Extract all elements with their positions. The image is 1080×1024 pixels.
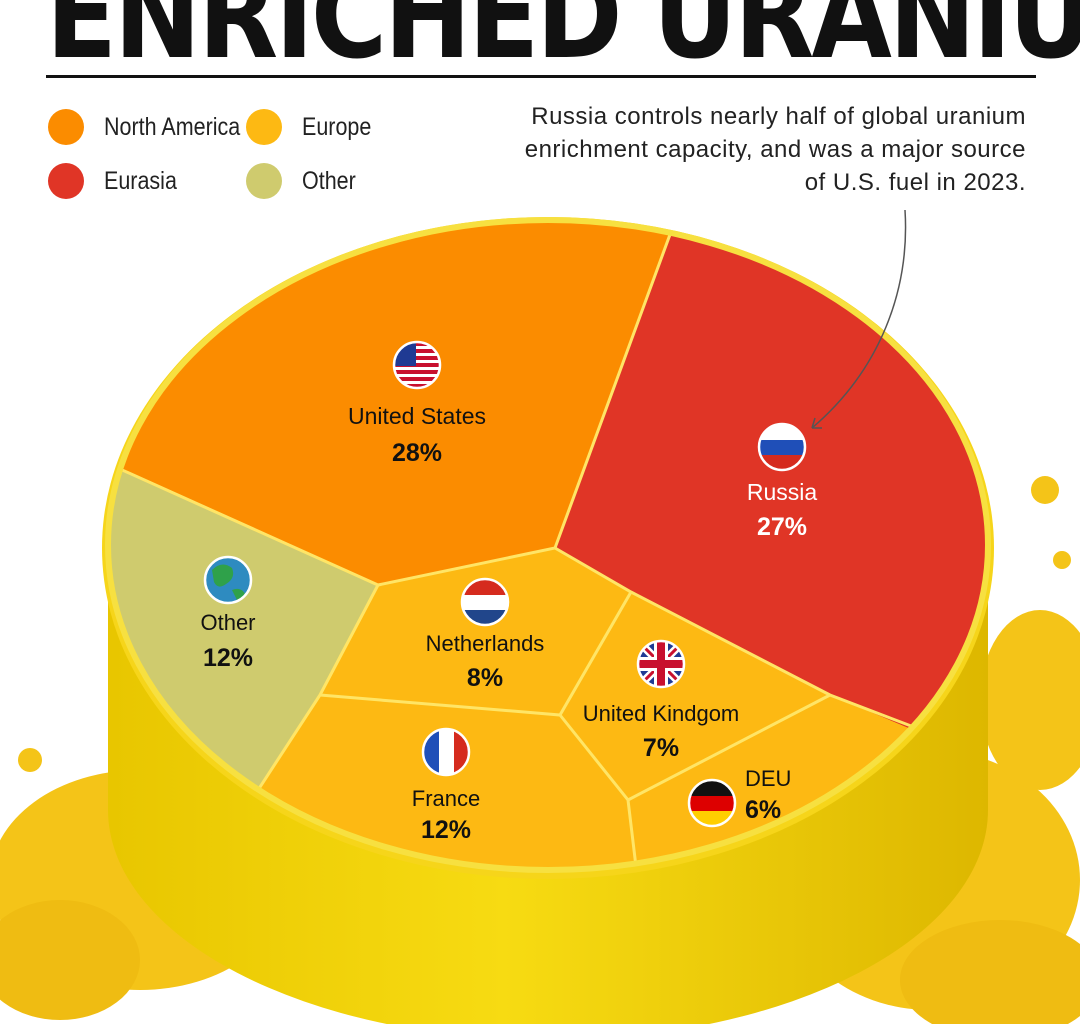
slice-labels: United States 28% Russia 27% Netherlands… bbox=[200, 403, 817, 844]
legend-label: Eurasia bbox=[104, 166, 177, 195]
flag-rings bbox=[203, 340, 807, 828]
legend-swatch bbox=[48, 109, 84, 145]
label-russia: Russia bbox=[747, 479, 818, 505]
legend-swatch bbox=[246, 163, 282, 199]
label-other: Other bbox=[200, 610, 255, 635]
value-united-states: 28% bbox=[392, 439, 442, 467]
value-other: 12% bbox=[203, 644, 253, 672]
uk-flag-icon bbox=[638, 641, 684, 687]
page-title: ENRICHED URANIUM bbox=[46, 0, 1080, 86]
rim bbox=[105, 217, 991, 873]
legend-item-north-america: North America bbox=[48, 109, 262, 145]
value-germany: 6% bbox=[745, 796, 781, 824]
slice-united-kingdom bbox=[560, 592, 830, 800]
globe-icon bbox=[205, 557, 251, 603]
label-united-states: United States bbox=[348, 403, 486, 429]
legend-label: Europe bbox=[302, 112, 372, 141]
legend-item-eurasia: Eurasia bbox=[48, 163, 189, 199]
value-france: 12% bbox=[421, 816, 471, 844]
slice-netherlands bbox=[320, 548, 631, 715]
value-united-kingdom: 7% bbox=[643, 734, 679, 762]
annotation-text: Russia controls nearly half of global ur… bbox=[524, 103, 1026, 196]
title-divider bbox=[46, 75, 1036, 78]
legend-label: North America bbox=[104, 112, 241, 141]
legend-item-other: Other bbox=[246, 163, 365, 199]
legend-swatch bbox=[246, 109, 282, 145]
label-united-kingdom: United Kindgom bbox=[583, 701, 740, 726]
legend-item-europe: Europe bbox=[246, 109, 383, 145]
label-germany: DEU bbox=[745, 766, 791, 791]
value-russia: 27% bbox=[757, 513, 807, 541]
label-france: France bbox=[412, 786, 480, 811]
arrow-head bbox=[811, 417, 822, 429]
label-netherlands: Netherlands bbox=[426, 631, 545, 656]
us-flag-icon bbox=[394, 342, 440, 388]
annotation-arrow bbox=[811, 209, 907, 429]
value-netherlands: 8% bbox=[467, 664, 503, 692]
legend-label: Other bbox=[302, 166, 356, 195]
legend-swatch bbox=[48, 163, 84, 199]
